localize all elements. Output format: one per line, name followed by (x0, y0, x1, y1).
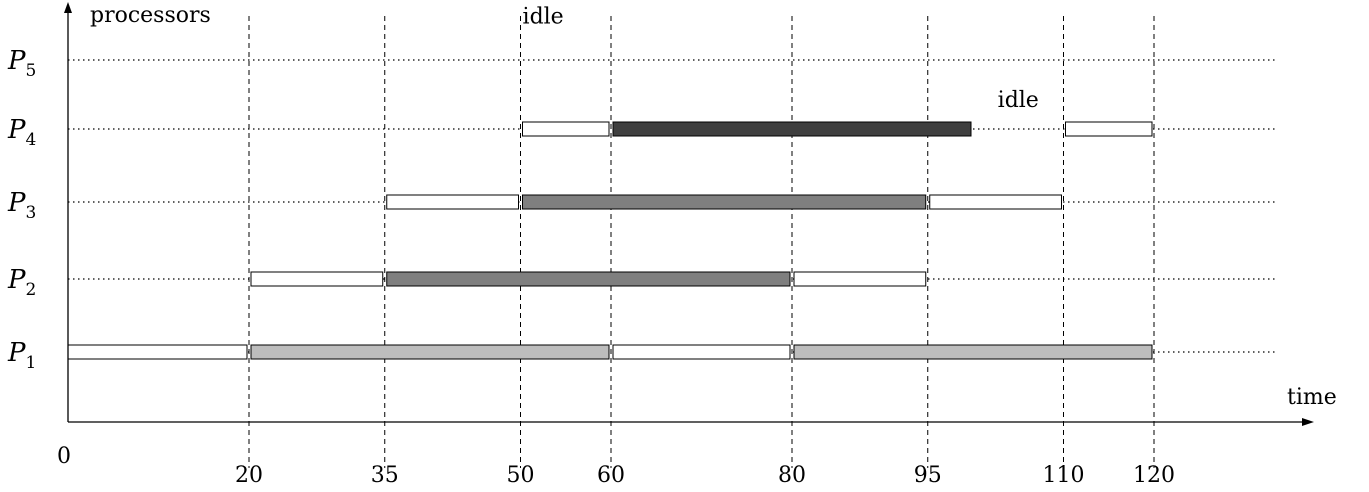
task-bar-p4-60-100 (612, 121, 972, 137)
axes (64, 2, 1314, 426)
task-bar-p4-110-120 (1065, 121, 1153, 137)
processor-index-2: 2 (26, 280, 37, 300)
task-bars (67, 121, 1153, 360)
task-bar-p3-95-110 (929, 194, 1062, 210)
processor-label-p5: P5 (7, 46, 36, 81)
task-bar-p1-0-20 (67, 344, 248, 360)
processor-index-5: 5 (26, 61, 37, 81)
task-bar-p3-35-50 (386, 194, 519, 210)
processor-label-p4: P4 (7, 115, 36, 150)
x-tick-label-35: 35 (371, 463, 399, 488)
x-tick-label-110: 110 (1043, 463, 1085, 488)
x-axis-title: time (1287, 385, 1337, 410)
x-tick-label-60: 60 (597, 463, 625, 488)
x-tick-label-95: 95 (914, 463, 942, 488)
task-bar-p1-80-120 (793, 344, 1153, 360)
x-tick-label-80: 80 (778, 463, 806, 488)
processor-label-p3: P3 (7, 188, 36, 223)
y-axis-title: processors (90, 3, 211, 28)
processor-index-1: 1 (26, 353, 37, 373)
processor-label-p2: P2 (7, 265, 36, 300)
annotations: idle idle (523, 5, 1039, 114)
x-axis-arrowhead (1302, 418, 1314, 426)
processor-labels: P1 P2 P3 P4 P5 (7, 46, 36, 373)
task-bar-p2-20-35 (250, 271, 384, 287)
task-bar-p1-60-80 (612, 344, 791, 360)
task-bar-p2-35-80 (386, 271, 791, 287)
annotation-idle-1: idle (523, 5, 564, 30)
x-tick-label-0: 0 (57, 444, 71, 469)
annotation-idle-2: idle (998, 88, 1039, 113)
task-bar-p2-80-95 (793, 271, 927, 287)
task-bar-p4-50-60 (522, 121, 610, 137)
x-tick-label-120: 120 (1133, 463, 1175, 488)
task-bar-p1-20-60 (250, 344, 610, 360)
x-tick-labels: 0 20 35 50 60 80 95 110 120 (57, 444, 1175, 488)
processor-index-4: 4 (26, 130, 37, 150)
processor-index-3: 3 (26, 203, 37, 223)
task-bar-p3-50-95 (522, 194, 927, 210)
vertical-guide-lines (248, 16, 1155, 468)
y-axis-arrowhead (64, 2, 72, 13)
x-tick-label-50: 50 (507, 463, 535, 488)
x-tick-label-20: 20 (235, 463, 263, 488)
processor-label-p1: P1 (7, 338, 36, 373)
